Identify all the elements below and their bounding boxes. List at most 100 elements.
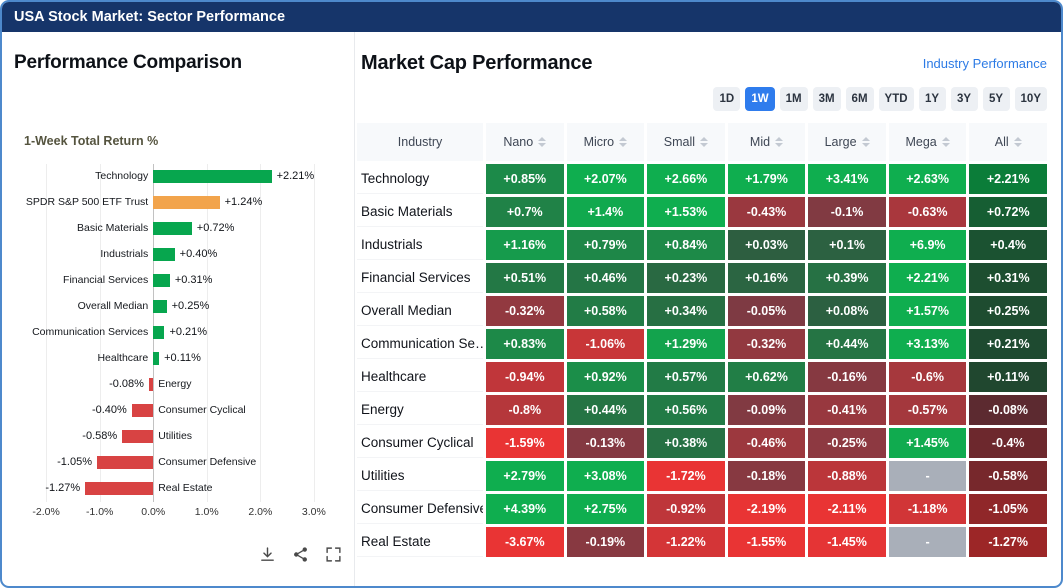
heatmap-cell-consumer-cyclical-large[interactable]: -0.25% xyxy=(808,428,886,458)
heatmap-cell-healthcare-nano[interactable]: -0.94% xyxy=(486,362,564,392)
heatmap-cell-financial-services-all[interactable]: +0.31% xyxy=(969,263,1047,293)
heatmap-cell-technology-mega[interactable]: +2.63% xyxy=(888,164,967,194)
heatmap-cell-industrials-mid[interactable]: +0.03% xyxy=(727,230,806,260)
bar-utilities[interactable] xyxy=(122,430,154,443)
heatmap-cell-communication-se-all[interactable]: +0.21% xyxy=(969,329,1047,359)
heatmap-cell-communication-se-mega[interactable]: +3.13% xyxy=(888,329,967,359)
bar-consumer-defensive[interactable] xyxy=(96,456,154,469)
heatmap-cell-energy-large[interactable]: -0.41% xyxy=(808,395,886,425)
heatmap-cell-energy-small[interactable]: +0.56% xyxy=(647,395,725,425)
heatmap-cell-consumer-defensive-micro[interactable]: +2.75% xyxy=(566,494,645,524)
heatmap-cell-real-estate-mid[interactable]: -1.55% xyxy=(727,527,806,557)
heatmap-cell-technology-small[interactable]: +2.66% xyxy=(647,164,725,194)
sort-icon[interactable] xyxy=(775,137,784,147)
period-button-ytd[interactable]: YTD xyxy=(878,87,914,111)
column-header-nano[interactable]: Nano xyxy=(486,123,564,161)
sort-icon[interactable] xyxy=(861,137,870,147)
heatmap-cell-communication-se-mid[interactable]: -0.32% xyxy=(727,329,806,359)
heatmap-cell-energy-mega[interactable]: -0.57% xyxy=(888,395,967,425)
bar-communication-services[interactable] xyxy=(153,326,165,339)
sort-icon[interactable] xyxy=(941,137,950,147)
heatmap-cell-healthcare-micro[interactable]: +0.92% xyxy=(566,362,645,392)
heatmap-cell-financial-services-large[interactable]: +0.39% xyxy=(808,263,886,293)
heatmap-cell-industrials-large[interactable]: +0.1% xyxy=(808,230,886,260)
heatmap-cell-utilities-nano[interactable]: +2.79% xyxy=(486,461,564,491)
heatmap-cell-real-estate-large[interactable]: -1.45% xyxy=(808,527,886,557)
heatmap-cell-communication-se-micro[interactable]: -1.06% xyxy=(566,329,645,359)
bar-healthcare[interactable] xyxy=(153,352,160,365)
heatmap-cell-technology-micro[interactable]: +2.07% xyxy=(566,164,645,194)
bar-basic-materials[interactable] xyxy=(153,222,192,235)
heatmap-cell-energy-mid[interactable]: -0.09% xyxy=(727,395,806,425)
heatmap-cell-overall-median-all[interactable]: +0.25% xyxy=(969,296,1047,326)
heatmap-cell-real-estate-micro[interactable]: -0.19% xyxy=(566,527,645,557)
sort-icon[interactable] xyxy=(538,137,547,147)
heatmap-cell-overall-median-mega[interactable]: +1.57% xyxy=(888,296,967,326)
sort-icon[interactable] xyxy=(619,137,628,147)
heatmap-cell-communication-se-small[interactable]: +1.29% xyxy=(647,329,725,359)
bar-energy[interactable] xyxy=(148,378,154,391)
heatmap-cell-utilities-mega[interactable]: - xyxy=(888,461,967,491)
heatmap-cell-industrials-mega[interactable]: +6.9% xyxy=(888,230,967,260)
column-header-all[interactable]: All xyxy=(969,123,1047,161)
heatmap-cell-basic-materials-large[interactable]: -0.1% xyxy=(808,197,886,227)
heatmap-cell-consumer-cyclical-small[interactable]: +0.38% xyxy=(647,428,725,458)
heatmap-cell-consumer-cyclical-mid[interactable]: -0.46% xyxy=(727,428,806,458)
heatmap-cell-energy-all[interactable]: -0.08% xyxy=(969,395,1047,425)
bar-consumer-cyclical[interactable] xyxy=(131,404,154,417)
heatmap-cell-healthcare-small[interactable]: +0.57% xyxy=(647,362,725,392)
heatmap-cell-industrials-all[interactable]: +0.4% xyxy=(969,230,1047,260)
heatmap-cell-consumer-defensive-nano[interactable]: +4.39% xyxy=(486,494,564,524)
heatmap-cell-consumer-defensive-small[interactable]: -0.92% xyxy=(647,494,725,524)
heatmap-cell-financial-services-mid[interactable]: +0.16% xyxy=(727,263,806,293)
heatmap-cell-consumer-defensive-large[interactable]: -2.11% xyxy=(808,494,886,524)
heatmap-cell-healthcare-large[interactable]: -0.16% xyxy=(808,362,886,392)
heatmap-cell-overall-median-micro[interactable]: +0.58% xyxy=(566,296,645,326)
column-header-large[interactable]: Large xyxy=(808,123,886,161)
period-button-1y[interactable]: 1Y xyxy=(918,87,946,111)
industry-performance-link[interactable]: Industry Performance xyxy=(922,56,1047,71)
heatmap-cell-utilities-mid[interactable]: -0.18% xyxy=(727,461,806,491)
heatmap-cell-overall-median-small[interactable]: +0.34% xyxy=(647,296,725,326)
sort-icon[interactable] xyxy=(700,137,709,147)
heatmap-cell-basic-materials-micro[interactable]: +1.4% xyxy=(566,197,645,227)
heatmap-cell-industrials-nano[interactable]: +1.16% xyxy=(486,230,564,260)
heatmap-cell-utilities-all[interactable]: -0.58% xyxy=(969,461,1047,491)
heatmap-cell-overall-median-mid[interactable]: -0.05% xyxy=(727,296,806,326)
heatmap-cell-consumer-defensive-mid[interactable]: -2.19% xyxy=(727,494,806,524)
heatmap-cell-utilities-micro[interactable]: +3.08% xyxy=(566,461,645,491)
bar-real-estate[interactable] xyxy=(85,482,154,495)
period-button-5y[interactable]: 5Y xyxy=(982,87,1010,111)
heatmap-cell-basic-materials-small[interactable]: +1.53% xyxy=(647,197,725,227)
heatmap-cell-energy-nano[interactable]: -0.8% xyxy=(486,395,564,425)
sort-icon[interactable] xyxy=(1013,137,1022,147)
heatmap-cell-financial-services-micro[interactable]: +0.46% xyxy=(566,263,645,293)
heatmap-cell-utilities-small[interactable]: -1.72% xyxy=(647,461,725,491)
period-button-3m[interactable]: 3M xyxy=(812,87,841,111)
period-button-6m[interactable]: 6M xyxy=(845,87,874,111)
heatmap-cell-technology-nano[interactable]: +0.85% xyxy=(486,164,564,194)
heatmap-cell-basic-materials-all[interactable]: +0.72% xyxy=(969,197,1047,227)
heatmap-cell-real-estate-all[interactable]: -1.27% xyxy=(969,527,1047,557)
heatmap-cell-real-estate-small[interactable]: -1.22% xyxy=(647,527,725,557)
heatmap-cell-financial-services-mega[interactable]: +2.21% xyxy=(888,263,967,293)
heatmap-cell-basic-materials-mid[interactable]: -0.43% xyxy=(727,197,806,227)
heatmap-cell-overall-median-large[interactable]: +0.08% xyxy=(808,296,886,326)
heatmap-cell-technology-all[interactable]: +2.21% xyxy=(969,164,1047,194)
heatmap-cell-consumer-defensive-mega[interactable]: -1.18% xyxy=(888,494,967,524)
bar-industrials[interactable] xyxy=(153,248,175,261)
heatmap-cell-financial-services-small[interactable]: +0.23% xyxy=(647,263,725,293)
heatmap-cell-basic-materials-mega[interactable]: -0.63% xyxy=(888,197,967,227)
column-header-small[interactable]: Small xyxy=(647,123,725,161)
heatmap-cell-overall-median-nano[interactable]: -0.32% xyxy=(486,296,564,326)
download-icon[interactable] xyxy=(259,546,276,563)
heatmap-cell-communication-se-nano[interactable]: +0.83% xyxy=(486,329,564,359)
heatmap-cell-healthcare-all[interactable]: +0.11% xyxy=(969,362,1047,392)
share-icon[interactable] xyxy=(292,546,309,563)
column-header-mega[interactable]: Mega xyxy=(888,123,967,161)
heatmap-cell-industrials-micro[interactable]: +0.79% xyxy=(566,230,645,260)
bar-spdr-s-p-500-etf-trust[interactable] xyxy=(153,196,220,209)
heatmap-cell-industrials-small[interactable]: +0.84% xyxy=(647,230,725,260)
heatmap-cell-utilities-large[interactable]: -0.88% xyxy=(808,461,886,491)
period-button-3y[interactable]: 3Y xyxy=(950,87,978,111)
